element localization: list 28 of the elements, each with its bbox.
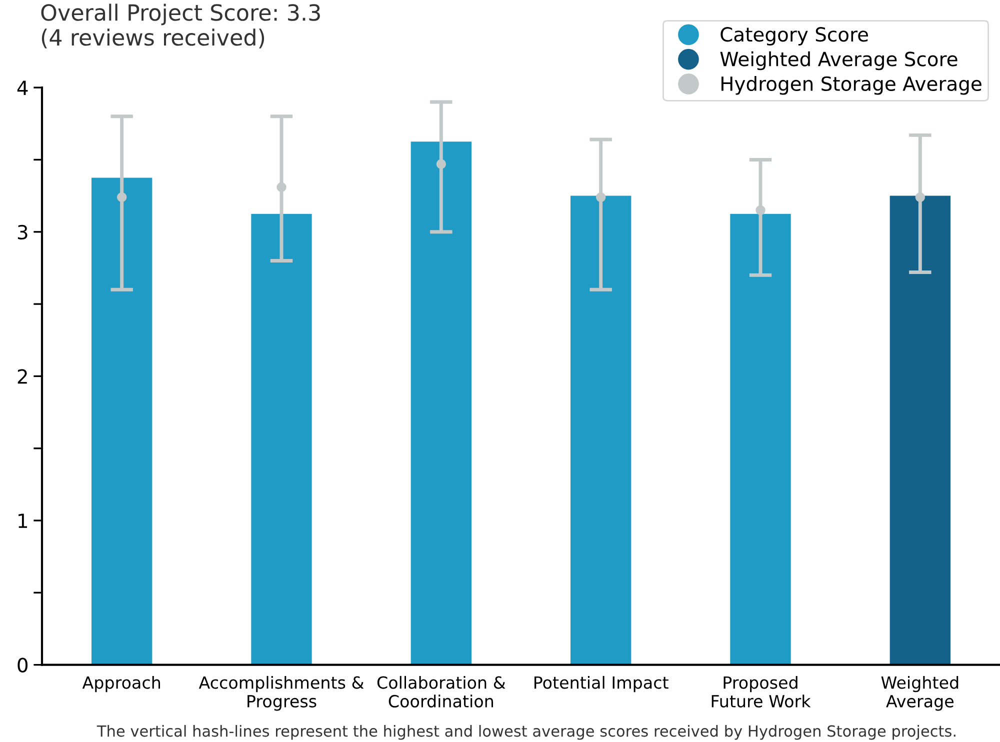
bar — [570, 196, 632, 665]
y-tick-label: 3 — [18, 224, 28, 240]
x-tick-label: Potential Impact — [534, 676, 668, 692]
legend-label: Weighted Average Score — [720, 51, 958, 70]
point — [276, 182, 286, 192]
bar — [410, 142, 472, 665]
y-tick-label: 1 — [18, 514, 28, 528]
y-tick-label: 2 — [18, 369, 27, 384]
x-tick-label: Proposed Future Work — [712, 676, 811, 708]
point — [116, 192, 127, 202]
legend-label: Hydrogen Storage Average — [722, 76, 982, 95]
point — [756, 205, 766, 216]
bar — [730, 214, 791, 665]
bar — [91, 178, 152, 665]
bar — [251, 214, 312, 665]
x-tick-label: Collaboration & Coordination — [377, 676, 506, 708]
text: The vertical hash-lines represent the highest and lowest average scores received by Hydrogen Storage projects. — [96, 724, 956, 740]
point — [436, 159, 446, 169]
x-tick-label: Weighted Average — [881, 676, 958, 711]
chart-title: Overall Project Score: 3.3 (4 reviews received) — [41, 4, 320, 48]
point — [915, 192, 926, 202]
y-tick-label: 4 — [17, 80, 28, 95]
bar — [890, 196, 951, 665]
x-tick-label: Approach — [82, 676, 160, 692]
y-tick-label: 0 — [18, 658, 28, 672]
legend-label: Category Score — [720, 27, 868, 46]
point — [596, 192, 606, 202]
x-tick-label: Accomplishments & Progress — [198, 676, 364, 711]
